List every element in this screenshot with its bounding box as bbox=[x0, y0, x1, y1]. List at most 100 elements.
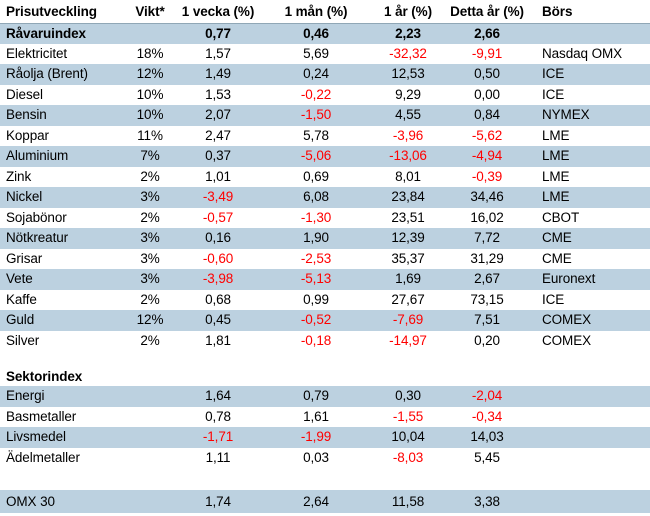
exchange-cell bbox=[534, 386, 650, 407]
month-change-cell: 1,90 bbox=[303, 230, 329, 245]
ytd-change-cell: 0,50 bbox=[474, 66, 500, 81]
exchange-cell: COMEX bbox=[542, 332, 592, 348]
year-change-cell: 1,69 bbox=[395, 271, 421, 286]
year-change-cell: -7,69 bbox=[392, 312, 424, 327]
table-header-row: Prisutveckling Vikt* 1 vecka (%) 1 mån (… bbox=[0, 0, 650, 23]
ytd-change-cell: 2,67 bbox=[474, 271, 500, 286]
column-header-vikt: Vikt* bbox=[135, 4, 165, 19]
weight-cell: 3% bbox=[140, 250, 160, 266]
week-change-cell: -0,60 bbox=[202, 250, 234, 266]
table-row: Råvaruindex 0,77 0,46 2,23 2,66 bbox=[0, 23, 650, 44]
table-row: Elektricitet 18% 1,57 5,69 -32,32 -9,91 … bbox=[0, 44, 650, 65]
week-change-cell: 0,78 bbox=[205, 408, 231, 424]
row-label-cell: Guld bbox=[6, 312, 35, 327]
weight-cell: 12% bbox=[136, 66, 164, 81]
row-label-cell: Aluminium bbox=[6, 148, 69, 163]
table-row: Vete 3% -3,98 -5,13 1,69 2,67 Euronext bbox=[0, 269, 650, 290]
month-change-cell: -1,30 bbox=[300, 209, 332, 225]
week-change-cell: -3,49 bbox=[202, 189, 234, 204]
table-row: Guld 12% 0,45 -0,52 -7,69 7,51 COMEX bbox=[0, 310, 650, 331]
column-header-1-vecka: 1 vecka (%) bbox=[181, 4, 255, 19]
row-label-cell: Elektricitet bbox=[6, 45, 68, 61]
year-change-cell: 35,37 bbox=[391, 250, 425, 266]
month-change-cell: 2,64 bbox=[303, 494, 329, 509]
sector-index-section: Energi 1,64 0,79 0,30 -2,04 Basmetaller … bbox=[0, 386, 650, 468]
weight-cell: 18% bbox=[136, 45, 164, 61]
table-row: Livsmedel -1,71 -1,99 10,04 14,03 bbox=[0, 427, 650, 448]
month-change-cell: 0,46 bbox=[303, 26, 329, 41]
ytd-change-cell: 7,72 bbox=[474, 230, 500, 245]
week-change-cell: 2,07 bbox=[205, 107, 231, 122]
exchange-cell: LME bbox=[542, 127, 570, 143]
weight-cell bbox=[120, 490, 180, 513]
row-label-cell: Silver bbox=[6, 332, 40, 348]
month-change-cell: 1,61 bbox=[303, 408, 329, 424]
year-change-cell: 4,55 bbox=[395, 107, 421, 122]
week-change-cell: 1,01 bbox=[205, 168, 231, 184]
column-header-1-ar: 1 år (%) bbox=[384, 4, 432, 19]
ytd-change-cell: 16,02 bbox=[470, 209, 504, 225]
row-label-cell: Sojabönor bbox=[6, 209, 67, 225]
ytd-change-cell: 31,29 bbox=[470, 250, 504, 266]
row-label-cell: Grisar bbox=[6, 250, 43, 266]
column-header-1-man: 1 mån (%) bbox=[284, 4, 348, 19]
table-row: Nötkreatur 3% 0,16 1,90 12,39 7,72 CME bbox=[0, 228, 650, 249]
year-change-cell: 10,04 bbox=[391, 429, 425, 444]
week-change-cell: 0,68 bbox=[205, 291, 231, 307]
week-change-cell: 1,74 bbox=[205, 494, 231, 509]
ytd-change-cell: 0,20 bbox=[474, 332, 500, 348]
year-change-cell: 8,01 bbox=[395, 168, 421, 184]
column-header-bors: Börs bbox=[542, 4, 573, 19]
exchange-cell bbox=[534, 448, 650, 469]
row-label-cell: Nickel bbox=[6, 189, 43, 204]
ytd-change-cell: 14,03 bbox=[470, 429, 504, 444]
exchange-cell bbox=[534, 24, 650, 44]
month-change-cell: 5,78 bbox=[303, 127, 329, 143]
week-change-cell: 0,45 bbox=[205, 312, 231, 327]
exchange-cell bbox=[534, 407, 650, 428]
exchange-cell: CME bbox=[542, 250, 572, 266]
week-change-cell: 1,64 bbox=[205, 388, 231, 403]
month-change-cell: -5,13 bbox=[300, 271, 332, 286]
week-change-cell: -1,71 bbox=[202, 429, 234, 444]
week-change-cell: -3,98 bbox=[202, 271, 234, 286]
row-label-cell: Livsmedel bbox=[6, 429, 66, 444]
table-row: Bensin 10% 2,07 -1,50 4,55 0,84 NYMEX bbox=[0, 105, 650, 126]
table-row: Energi 1,64 0,79 0,30 -2,04 bbox=[0, 386, 650, 407]
weight-cell bbox=[120, 427, 180, 448]
month-change-cell: 0,03 bbox=[303, 449, 329, 465]
table-row: Grisar 3% -0,60 -2,53 35,37 31,29 CME bbox=[0, 249, 650, 270]
row-label-cell: Energi bbox=[6, 388, 45, 403]
exchange-cell: Nasdaq OMX bbox=[542, 45, 623, 61]
weight-cell: 2% bbox=[140, 332, 160, 348]
exchange-cell bbox=[534, 427, 650, 448]
month-change-cell: -2,53 bbox=[300, 250, 332, 266]
ytd-change-cell: -9,91 bbox=[471, 45, 503, 61]
exchange-cell: LME bbox=[542, 168, 570, 184]
ytd-change-cell: 3,38 bbox=[474, 494, 500, 509]
year-change-cell: 12,53 bbox=[391, 66, 425, 81]
month-change-cell: -0,18 bbox=[300, 332, 332, 348]
row-label-cell: Råolja (Brent) bbox=[6, 66, 88, 81]
weight-cell: 3% bbox=[140, 230, 160, 245]
year-change-cell: 11,58 bbox=[391, 494, 425, 509]
weight-cell: 12% bbox=[136, 312, 164, 327]
row-label-cell: Råvaruindex bbox=[6, 26, 86, 41]
table-row: Basmetaller 0,78 1,61 -1,55 -0,34 bbox=[0, 407, 650, 428]
ytd-change-cell: -4,94 bbox=[471, 148, 503, 163]
exchange-cell: ICE bbox=[542, 86, 565, 102]
table-row: Råolja (Brent) 12% 1,49 0,24 12,53 0,50 … bbox=[0, 64, 650, 85]
exchange-cell: ICE bbox=[542, 66, 565, 81]
exchange-cell: ICE bbox=[542, 291, 565, 307]
exchange-cell: LME bbox=[542, 189, 570, 204]
weight-cell: 2% bbox=[140, 291, 160, 307]
table-row: Zink 2% 1,01 0,69 8,01 -0,39 LME bbox=[0, 167, 650, 188]
weight-cell: 2% bbox=[140, 168, 160, 184]
omx-section: OMX 30 1,74 2,64 11,58 3,38 bbox=[0, 490, 650, 513]
ytd-change-cell: 0,00 bbox=[474, 86, 500, 102]
table-row: Aluminium 7% 0,37 -5,06 -13,06 -4,94 LME bbox=[0, 146, 650, 167]
year-change-cell: 12,39 bbox=[391, 230, 425, 245]
ytd-change-cell: 0,84 bbox=[474, 107, 500, 122]
ytd-change-cell: 5,45 bbox=[474, 449, 500, 465]
weight-cell: 3% bbox=[140, 271, 160, 286]
